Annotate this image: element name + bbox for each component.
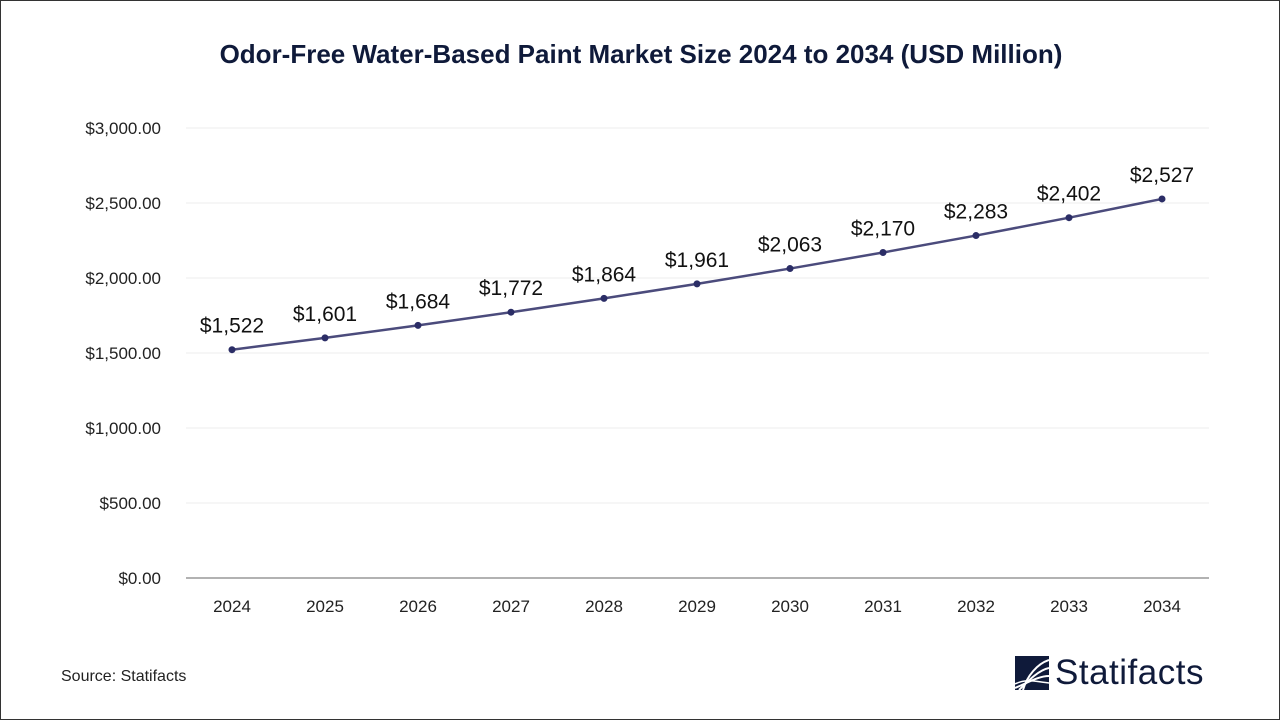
data-point	[600, 294, 608, 302]
data-label: $1,864	[572, 263, 637, 286]
statifacts-logo-icon	[1015, 656, 1049, 690]
x-tick-label: 2028	[585, 597, 623, 616]
x-tick-label: 2025	[306, 597, 344, 616]
data-label: $1,684	[386, 290, 451, 313]
statifacts-logo: Statifacts	[1015, 653, 1204, 693]
x-tick-label: 2032	[957, 597, 995, 616]
y-tick-label: $0.00	[118, 569, 161, 588]
x-tick-label: 2033	[1050, 597, 1088, 616]
x-tick-label: 2029	[678, 597, 716, 616]
y-tick-label: $1,000.00	[85, 419, 161, 438]
data-point	[879, 249, 887, 256]
data-point	[414, 321, 422, 329]
x-tick-label: 2030	[771, 597, 809, 616]
data-label: $1,601	[293, 303, 357, 326]
x-tick-label: 2034	[1143, 597, 1181, 616]
data-point	[1158, 195, 1166, 203]
data-point	[321, 334, 329, 342]
data-label: $2,063	[758, 234, 822, 257]
logo-text: Statifacts	[1055, 653, 1204, 692]
data-point	[228, 346, 236, 354]
y-tick-label: $2,000.00	[85, 269, 161, 288]
source-note: Source: Statifacts	[61, 668, 187, 685]
data-label: $2,170	[851, 218, 915, 241]
data-label: $2,402	[1037, 183, 1101, 206]
y-tick-label: $3,000.00	[85, 119, 161, 138]
x-tick-label: 2031	[864, 597, 902, 616]
y-tick-label: $500.00	[100, 494, 161, 513]
line-chart: $0.00 $500.00 $1,000.00 $1,500.00 $2,000.00 $…	[85, 119, 1209, 616]
data-point	[1065, 214, 1073, 222]
data-point	[507, 308, 515, 316]
data-label: $1,522	[200, 315, 264, 338]
data-label: $2,527	[1130, 164, 1194, 187]
chart-title: Odor-Free Water-Based Paint Market Size …	[219, 39, 1063, 69]
data-point	[786, 265, 794, 273]
data-point	[972, 232, 980, 240]
x-tick-label: 2024	[213, 597, 251, 616]
data-point	[693, 280, 701, 288]
data-label: $2,283	[944, 201, 1008, 224]
data-label: $1,961	[665, 249, 729, 272]
series-line	[231, 197, 1163, 351]
x-tick-label: 2027	[492, 597, 530, 616]
y-tick-label: $2,500.00	[85, 194, 161, 213]
data-label: $1,772	[479, 277, 543, 300]
x-tick-label: 2026	[399, 597, 437, 616]
y-tick-label: $1,500.00	[85, 344, 161, 363]
